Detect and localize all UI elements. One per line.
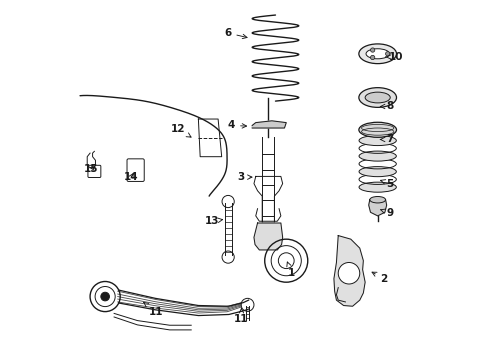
Ellipse shape [359, 87, 396, 107]
Text: 1: 1 [287, 262, 295, 278]
Ellipse shape [366, 49, 390, 59]
Circle shape [370, 48, 375, 52]
Circle shape [386, 51, 390, 56]
Circle shape [101, 292, 109, 301]
Text: 3: 3 [237, 172, 252, 182]
Text: 4: 4 [228, 121, 246, 130]
Text: 11: 11 [144, 302, 163, 317]
Text: 2: 2 [372, 272, 388, 284]
Ellipse shape [359, 122, 396, 137]
Polygon shape [254, 223, 283, 250]
Text: 8: 8 [380, 102, 394, 112]
Ellipse shape [359, 167, 396, 177]
Circle shape [370, 55, 375, 60]
Ellipse shape [370, 197, 386, 203]
Text: 13: 13 [205, 216, 222, 226]
Text: 7: 7 [380, 135, 394, 144]
Text: 9: 9 [381, 208, 394, 218]
Polygon shape [252, 121, 286, 128]
Text: 12: 12 [171, 124, 191, 137]
Circle shape [338, 262, 360, 284]
Text: 6: 6 [224, 28, 247, 39]
Ellipse shape [365, 92, 390, 103]
Ellipse shape [359, 182, 396, 192]
Polygon shape [368, 200, 387, 216]
Ellipse shape [359, 44, 396, 64]
Polygon shape [334, 235, 365, 306]
Text: 5: 5 [381, 179, 394, 189]
Ellipse shape [359, 151, 396, 161]
Text: 14: 14 [123, 172, 138, 183]
Text: 10: 10 [386, 52, 403, 62]
Text: 11: 11 [234, 308, 248, 324]
Ellipse shape [359, 135, 396, 145]
Text: 15: 15 [84, 164, 99, 174]
